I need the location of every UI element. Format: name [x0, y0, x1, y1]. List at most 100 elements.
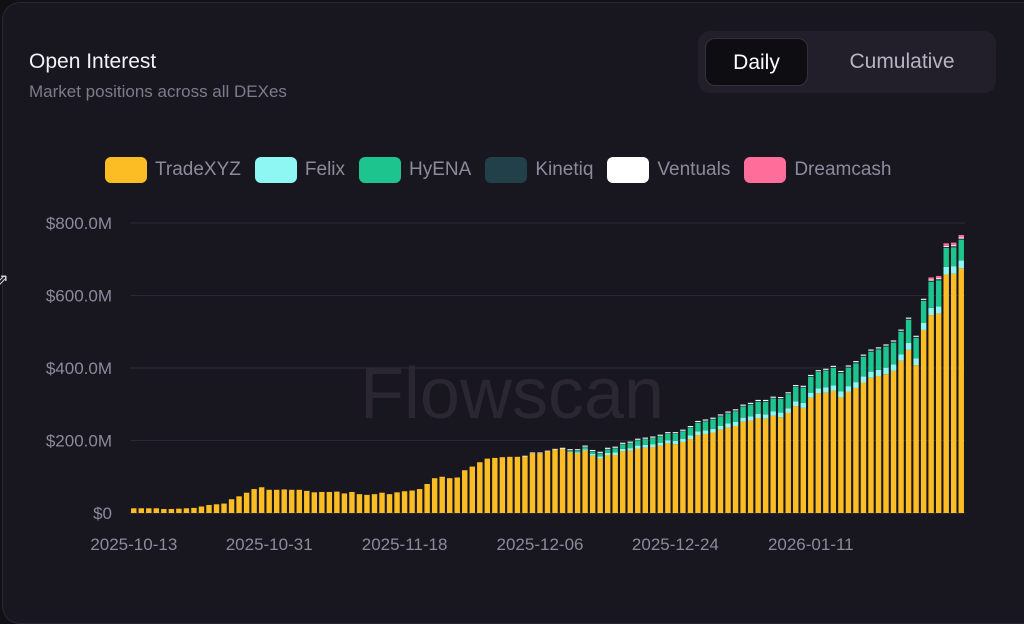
bar-hyena[interactable] [574, 450, 581, 453]
bar-tradexyz[interactable] [559, 448, 566, 513]
bar-hyena[interactable] [725, 413, 731, 424]
bar-hyena[interactable] [905, 319, 912, 343]
bar-felix[interactable] [725, 423, 731, 428]
bar-felix[interactable] [785, 408, 791, 413]
bar-tradexyz[interactable] [176, 508, 182, 513]
bar-kinetiq[interactable] [770, 397, 776, 399]
bar-tradexyz[interactable] [251, 489, 257, 513]
bar-ventuals[interactable] [762, 399, 769, 401]
bar-ventuals[interactable] [567, 449, 573, 451]
bar-tradexyz[interactable] [687, 439, 694, 513]
bar-kinetiq[interactable] [687, 427, 694, 428]
bar-felix[interactable] [838, 391, 844, 397]
bar-hyena[interactable] [853, 363, 859, 383]
bar-kinetiq[interactable] [635, 439, 641, 441]
bar-tradexyz[interactable] [717, 429, 724, 514]
bar-ventuals[interactable] [604, 447, 611, 449]
bar-hyena[interactable] [815, 371, 822, 389]
bar-hyena[interactable] [710, 419, 716, 429]
bar-felix[interactable] [777, 412, 784, 418]
bar-kinetiq[interactable] [710, 418, 716, 420]
bar-tradexyz[interactable] [386, 494, 393, 513]
bar-ventuals[interactable] [544, 450, 551, 452]
bar-tradexyz[interactable] [808, 397, 814, 513]
bar-ventuals[interactable] [589, 449, 596, 452]
bar-kinetiq[interactable] [928, 280, 934, 282]
bar-tradexyz[interactable] [447, 478, 453, 513]
bar-hyena[interactable] [612, 448, 618, 453]
bar-tradexyz[interactable] [379, 492, 385, 513]
bar-ventuals[interactable] [770, 396, 776, 398]
bar-kinetiq[interactable] [905, 318, 912, 320]
bar-felix[interactable] [747, 416, 754, 421]
bar-kinetiq[interactable] [800, 386, 806, 388]
bar-ventuals[interactable] [815, 370, 822, 372]
bar-felix[interactable] [890, 364, 897, 371]
bar-tradexyz[interactable] [273, 489, 280, 513]
bar-felix[interactable] [582, 449, 588, 451]
bar-kinetiq[interactable] [777, 398, 784, 399]
bar-hyena[interactable] [657, 436, 664, 443]
bar-tradexyz[interactable] [732, 426, 739, 513]
bar-hyena[interactable] [823, 370, 829, 388]
bar-tradexyz[interactable] [296, 489, 302, 513]
bar-ventuals[interactable] [898, 329, 904, 331]
bar-tradexyz[interactable] [183, 508, 190, 513]
bar-ventuals[interactable] [853, 361, 859, 363]
bar-tradexyz[interactable] [589, 455, 596, 513]
bar-tradexyz[interactable] [153, 508, 160, 513]
bar-felix[interactable] [627, 448, 633, 451]
bar-kinetiq[interactable] [838, 371, 844, 374]
bar-tradexyz[interactable] [522, 456, 528, 513]
bar-kinetiq[interactable] [830, 366, 837, 368]
bar-hyena[interactable] [642, 439, 648, 445]
bar-felix[interactable] [800, 402, 806, 408]
bar-tradexyz[interactable] [138, 508, 144, 513]
bar-hyena[interactable] [860, 356, 867, 377]
bar-felix[interactable] [755, 413, 761, 419]
bar-ventuals[interactable] [552, 448, 558, 450]
bar-felix[interactable] [650, 444, 656, 448]
bar-ventuals[interactable] [958, 237, 964, 239]
bar-felix[interactable] [695, 431, 701, 436]
bar-dreamcash[interactable] [958, 234, 964, 238]
bar-hyena[interactable] [875, 349, 882, 370]
bar-kinetiq[interactable] [650, 437, 656, 439]
bar-kinetiq[interactable] [732, 410, 739, 412]
bar-tradexyz[interactable] [672, 444, 679, 514]
bar-ventuals[interactable] [680, 429, 686, 431]
bar-felix[interactable] [710, 428, 716, 433]
bar-felix[interactable] [860, 376, 867, 383]
bar-tradexyz[interactable] [890, 370, 897, 513]
bar-felix[interactable] [665, 440, 671, 444]
bar-tradexyz[interactable] [364, 494, 370, 514]
bar-hyena[interactable] [597, 453, 603, 457]
bar-kinetiq[interactable] [747, 403, 754, 405]
bar-dreamcash[interactable] [951, 242, 957, 246]
bar-kinetiq[interactable] [951, 246, 957, 248]
bar-tradexyz[interactable] [529, 453, 536, 513]
bar-hyena[interactable] [582, 447, 588, 450]
bar-felix[interactable] [951, 266, 957, 274]
bar-ventuals[interactable] [913, 335, 919, 337]
bar-ventuals[interactable] [559, 447, 566, 449]
bar-tradexyz[interactable] [665, 443, 671, 513]
bar-kinetiq[interactable] [680, 430, 686, 432]
bar-kinetiq[interactable] [762, 400, 769, 402]
bar-hyena[interactable] [928, 281, 934, 308]
bar-tradexyz[interactable] [830, 390, 837, 513]
bar-ventuals[interactable] [920, 298, 927, 300]
bar-tradexyz[interactable] [935, 313, 942, 514]
bar-kinetiq[interactable] [627, 442, 633, 444]
bar-hyena[interactable] [890, 342, 897, 365]
bar-ventuals[interactable] [785, 392, 791, 394]
bar-tradexyz[interactable] [243, 492, 250, 513]
bar-hyena[interactable] [830, 368, 837, 386]
bar-ventuals[interactable] [665, 432, 671, 434]
bar-tradexyz[interactable] [800, 407, 806, 514]
bar-kinetiq[interactable] [943, 246, 949, 249]
bar-felix[interactable] [793, 401, 799, 407]
bar-kinetiq[interactable] [913, 336, 919, 338]
bar-ventuals[interactable] [529, 452, 536, 454]
bar-ventuals[interactable] [838, 370, 844, 372]
